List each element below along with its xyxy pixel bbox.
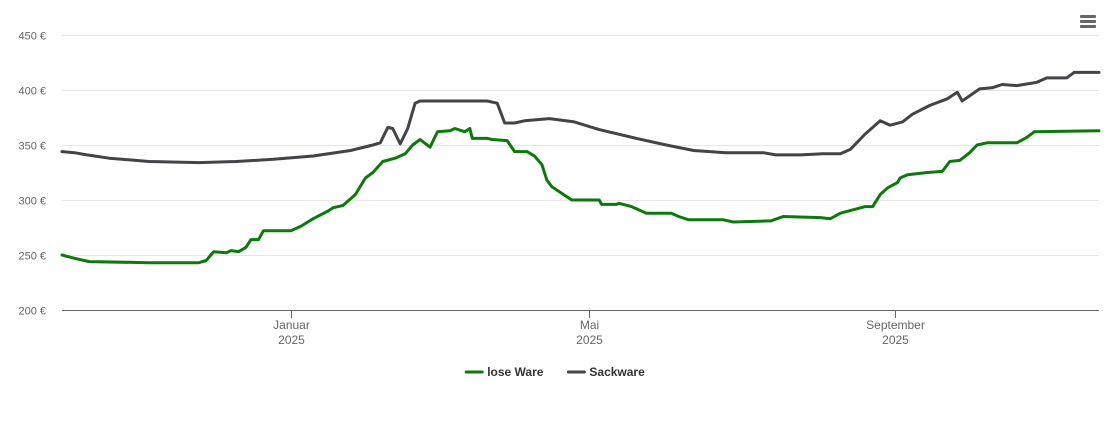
y-axis-tick-labels: 200 € 250 € 300 € 350 € 400 € 450 € — [18, 31, 46, 318]
legend-item[interactable]: Sackware — [566, 365, 645, 379]
legend[interactable]: lose Ware Sackware — [464, 365, 645, 379]
y-tick-label: 200 € — [18, 306, 46, 318]
series-lines — [60, 70, 1101, 265]
x-tick-year-label: 2025 — [278, 333, 305, 347]
hamburger-menu-icon[interactable] — [1078, 12, 1098, 32]
legend-label: lose Ware — [487, 365, 544, 379]
x-tick-label: Januar — [273, 318, 310, 332]
y-tick-label: 350 € — [18, 141, 46, 153]
legend-label: Sackware — [589, 365, 645, 379]
grid-lines — [62, 35, 1099, 256]
y-tick-label: 400 € — [18, 86, 46, 98]
series-line-sackware[interactable] — [60, 70, 1101, 165]
x-tick-year-label: 2025 — [882, 333, 909, 347]
x-tick-label: September — [866, 318, 925, 332]
x-tick-label: Mai — [580, 318, 599, 332]
x-tick-year-label: 2025 — [576, 333, 603, 347]
y-tick-label: 300 € — [18, 196, 46, 208]
y-tick-label: 250 € — [18, 251, 46, 263]
series-line-lose-ware[interactable] — [60, 127, 1101, 265]
legend-item[interactable]: lose Ware — [464, 365, 544, 379]
y-tick-label: 450 € — [18, 31, 46, 43]
